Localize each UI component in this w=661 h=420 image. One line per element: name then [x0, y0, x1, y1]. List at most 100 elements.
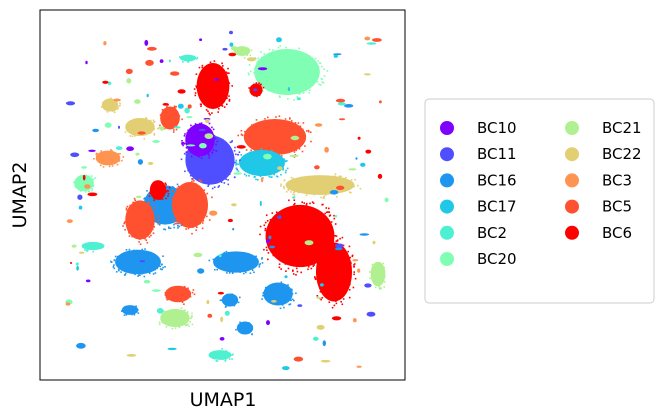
- cell-fragment: [77, 194, 83, 200]
- cell-point: [225, 71, 228, 74]
- legend-item-bc5: BC5: [565, 198, 632, 216]
- cell-point: [282, 168, 284, 170]
- cell-point: [161, 109, 164, 111]
- cell-point: [116, 256, 119, 259]
- cell-point: [159, 124, 161, 127]
- cell-point: [310, 60, 312, 62]
- cell-fragment: [184, 107, 190, 114]
- cell-point: [79, 178, 81, 181]
- cell-point: [228, 173, 231, 175]
- cell-point: [180, 158, 183, 161]
- cell-point: [183, 292, 185, 295]
- cell-point: [354, 277, 357, 280]
- cell-point: [176, 208, 178, 211]
- cell-point: [336, 263, 339, 266]
- cell-point: [282, 252, 285, 254]
- cell-point: [136, 258, 139, 261]
- cell-point: [227, 167, 229, 169]
- cell-point: [179, 322, 182, 324]
- cell-point: [110, 100, 113, 103]
- cell-point: [284, 215, 287, 217]
- cell-point: [172, 318, 175, 320]
- cell-point: [197, 82, 199, 84]
- cell-point: [226, 90, 228, 92]
- cell-point: [303, 81, 306, 83]
- cell-point: [237, 170, 240, 172]
- legend-label-bc2: BC2: [477, 224, 507, 242]
- cell-point: [134, 308, 137, 311]
- cell-point: [322, 287, 324, 289]
- cell-point: [184, 321, 187, 323]
- cell-point: [242, 253, 244, 255]
- cell-point: [194, 92, 197, 94]
- cell-point: [219, 174, 222, 176]
- cell-point: [270, 290, 273, 293]
- cell-point: [165, 183, 167, 186]
- cell-point: [327, 221, 329, 223]
- cell-point: [263, 138, 266, 141]
- cell-point: [275, 167, 277, 169]
- cell-point: [168, 227, 170, 229]
- cell-point: [249, 151, 251, 154]
- cell-point: [348, 257, 350, 260]
- cell-point: [321, 203, 323, 206]
- cell-point: [176, 212, 178, 215]
- cluster-bc16: [110, 248, 166, 278]
- cell-point: [272, 49, 274, 51]
- cell-point: [130, 223, 133, 226]
- cell-fragment: [199, 38, 203, 41]
- cell-point: [86, 244, 88, 247]
- cell-point: [262, 154, 264, 157]
- cell-point: [158, 321, 161, 324]
- cell-point: [156, 267, 158, 270]
- cell-point: [202, 220, 205, 222]
- cell-point: [180, 307, 183, 309]
- cell-point: [223, 252, 226, 255]
- cell-point: [151, 124, 154, 126]
- cell-point: [150, 234, 152, 237]
- cell-point: [254, 95, 256, 97]
- cell-point: [252, 140, 255, 142]
- cell-point: [261, 153, 264, 156]
- cell-point: [300, 212, 302, 215]
- cell-point: [283, 139, 285, 141]
- cell-point: [191, 291, 194, 294]
- cell-point: [325, 268, 327, 270]
- cell-point: [147, 124, 150, 127]
- cell-point: [81, 182, 84, 184]
- cell-point: [279, 120, 281, 122]
- cell-point: [198, 213, 200, 215]
- cell-fragment: [198, 128, 206, 132]
- cell-point: [164, 213, 166, 215]
- cell-point: [289, 298, 292, 301]
- cell-point: [164, 323, 167, 325]
- cell-point: [237, 301, 240, 304]
- cell-point: [307, 129, 310, 132]
- cell-point: [274, 78, 276, 81]
- cell-point: [324, 212, 326, 215]
- cell-point: [173, 311, 175, 313]
- legend-item-bc16: BC16: [440, 171, 517, 189]
- cell-fragment: [152, 140, 160, 143]
- cell-point: [297, 191, 300, 194]
- cell-point: [177, 289, 180, 292]
- cell-point: [226, 259, 228, 261]
- cell-point: [185, 324, 187, 327]
- cell-point: [89, 181, 92, 183]
- cell-point: [230, 141, 233, 143]
- cell-fragment: [102, 80, 109, 84]
- cell-point: [280, 256, 282, 259]
- cell-point: [245, 51, 247, 54]
- cell-point: [145, 133, 148, 136]
- cell-point: [171, 297, 174, 299]
- cell-point: [206, 89, 208, 92]
- cell-point: [168, 201, 171, 204]
- cell-point: [284, 159, 286, 162]
- legend-marker-bc16: [440, 173, 454, 188]
- cell-point: [220, 357, 223, 360]
- cell-point: [308, 221, 311, 223]
- cell-point: [183, 285, 186, 288]
- cell-point: [113, 107, 115, 110]
- cell-point: [150, 203, 153, 205]
- cell-point: [244, 330, 246, 332]
